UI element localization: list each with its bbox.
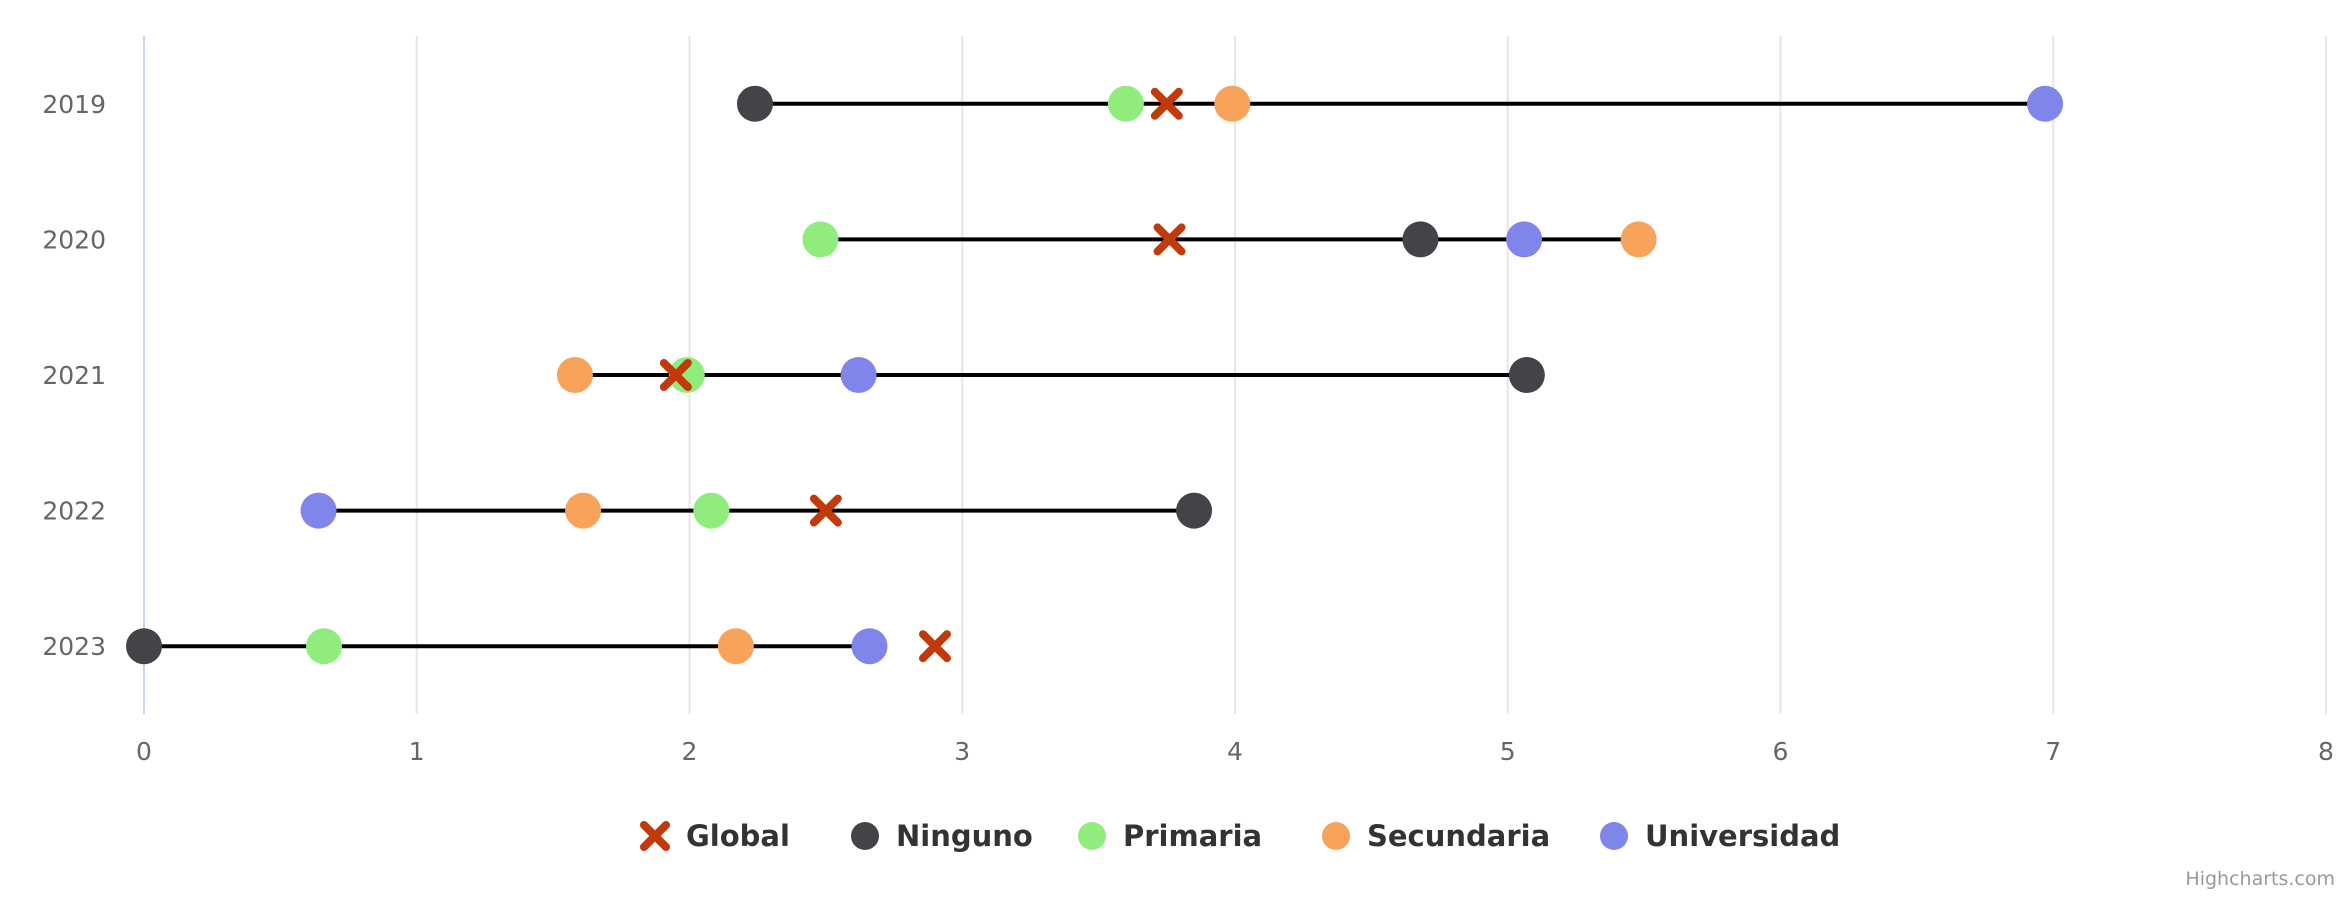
- point-global-2023[interactable]: [923, 634, 947, 658]
- legend-item-global[interactable]: Global: [644, 819, 790, 853]
- x-axis: 0 1 2 3 4 5 6 7 8: [136, 737, 2334, 766]
- point-secundaria-2020[interactable]: [1621, 221, 1657, 257]
- x-tick-label: 6: [1773, 737, 1789, 766]
- point-ninguno-2019[interactable]: [737, 86, 773, 122]
- x-tick-label: 0: [136, 737, 152, 766]
- y-category-label: 2019: [42, 90, 106, 119]
- point-primaria-2019[interactable]: [1108, 86, 1144, 122]
- point-secundaria-2019[interactable]: [1214, 86, 1250, 122]
- point-secundaria-2021[interactable]: [557, 357, 593, 393]
- legend-item-ninguno[interactable]: Ninguno: [851, 819, 1033, 853]
- legend-item-universidad[interactable]: Universidad: [1600, 819, 1840, 853]
- legend-label-global: Global: [686, 819, 790, 853]
- x-tick-label: 4: [1227, 737, 1243, 766]
- legend-symbol-primaria: [1078, 822, 1106, 850]
- legend-symbol-global: [644, 825, 666, 847]
- x-tick-label: 1: [409, 737, 425, 766]
- legend[interactable]: Global Ninguno Primaria Secundaria Universid…: [644, 819, 1840, 853]
- point-secundaria-2022[interactable]: [565, 493, 601, 529]
- point-universidad-2022[interactable]: [301, 493, 337, 529]
- point-ninguno-2020[interactable]: [1402, 221, 1438, 257]
- credits-label[interactable]: Highcharts.com: [2185, 868, 2335, 890]
- x-tick-label: 5: [1500, 737, 1516, 766]
- y-axis: 2019 2020 2021 2022 2023: [42, 90, 106, 661]
- point-ninguno-2022[interactable]: [1176, 493, 1212, 529]
- y-category-label: 2023: [42, 632, 106, 661]
- x-tick-label: 8: [2318, 737, 2334, 766]
- x-tick-label: 7: [2045, 737, 2061, 766]
- point-primaria-2023[interactable]: [306, 628, 342, 664]
- legend-label-ninguno: Ninguno: [896, 819, 1033, 853]
- point-ninguno-2021[interactable]: [1509, 357, 1545, 393]
- y-category-label: 2021: [42, 361, 106, 390]
- legend-label-universidad: Universidad: [1645, 819, 1840, 853]
- point-universidad-2023[interactable]: [852, 628, 888, 664]
- y-category-label: 2022: [42, 497, 106, 526]
- legend-symbol-ninguno: [851, 822, 879, 850]
- point-ninguno-2023[interactable]: [126, 628, 162, 664]
- y-category-label: 2020: [42, 225, 106, 254]
- x-tick-label: 2: [682, 737, 698, 766]
- legend-symbol-secundaria: [1322, 822, 1350, 850]
- point-primaria-2020[interactable]: [802, 221, 838, 257]
- legend-item-primaria[interactable]: Primaria: [1078, 819, 1262, 853]
- point-secundaria-2023[interactable]: [718, 628, 754, 664]
- legend-item-secundaria[interactable]: Secundaria: [1322, 819, 1550, 853]
- point-universidad-2019[interactable]: [2027, 86, 2063, 122]
- legend-label-primaria: Primaria: [1123, 819, 1262, 853]
- point-primaria-2022[interactable]: [693, 493, 729, 529]
- range-lines: [144, 104, 2045, 646]
- legend-symbol-universidad: [1600, 822, 1628, 850]
- point-universidad-2020[interactable]: [1506, 221, 1542, 257]
- x-tick-label: 3: [954, 737, 970, 766]
- point-universidad-2021[interactable]: [841, 357, 877, 393]
- legend-label-secundaria: Secundaria: [1367, 819, 1550, 853]
